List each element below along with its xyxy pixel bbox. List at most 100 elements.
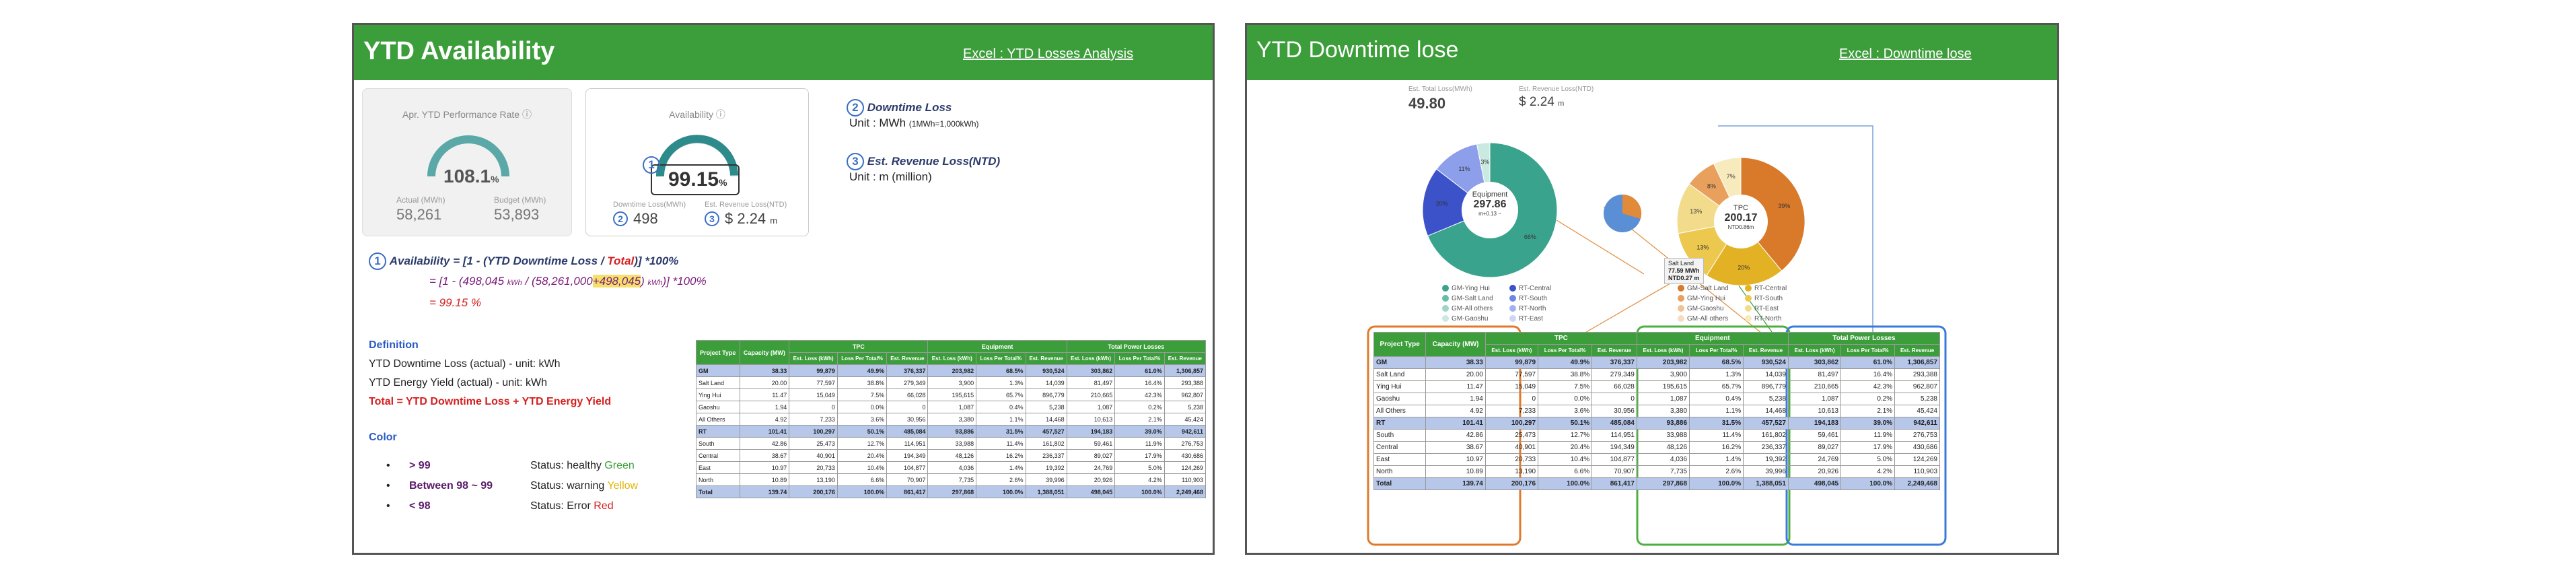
legend-item[interactable]: GM-Ying Hui — [1442, 283, 1509, 294]
donut-center: TPC 200.17 NTD0.86m — [1707, 204, 1775, 230]
table-cell: East — [696, 461, 740, 474]
tooltip-value: 77.59 MWh — [1668, 267, 1700, 274]
table-cell: 20.4% — [1538, 441, 1593, 454]
donut-slice[interactable] — [1706, 221, 1783, 286]
legend-dot-icon — [1745, 305, 1752, 312]
table-cell: 59,461 — [1066, 437, 1116, 450]
slide-title: YTD Availability — [363, 37, 555, 65]
excel-link[interactable]: Excel : Downtime lose — [1839, 46, 1972, 61]
table-cell: 81,497 — [1066, 376, 1116, 389]
table-cell: 1,087 — [927, 401, 977, 413]
legend-item[interactable]: RT-South — [1745, 294, 1812, 304]
color-legend-block: Color • > 99 Status: healthy Green • Between… — [369, 432, 638, 516]
legend-item[interactable]: RT-East — [1509, 314, 1577, 324]
table-cell: 66,028 — [1591, 380, 1637, 393]
table-cell: 2.1% — [1114, 413, 1165, 426]
table-cell: 38.67 — [739, 449, 790, 462]
legend-item[interactable]: GM-Salt Land — [1442, 294, 1509, 304]
col-header: Est. Revenue — [1743, 344, 1789, 357]
table-cell: 236,337 — [1025, 449, 1067, 462]
table-cell: 61.0% — [1840, 356, 1896, 369]
col-header: Loss Per Total% — [836, 352, 888, 365]
color-status: Status: warning — [530, 480, 608, 492]
table-cell: GM — [696, 364, 740, 377]
table-cell: 38.33 — [739, 364, 790, 377]
legend-item[interactable]: RT-Central — [1509, 283, 1577, 294]
table-cell: 5,238 — [1164, 401, 1207, 413]
legend-item[interactable]: RT-Central — [1745, 283, 1812, 294]
legend-item[interactable]: RT-North — [1509, 304, 1577, 314]
legend-dot-icon — [1745, 285, 1752, 292]
legend-label: GM-All others — [1452, 305, 1493, 312]
table-cell: 930,524 — [1025, 364, 1067, 377]
donut-slice[interactable] — [1740, 157, 1805, 271]
table-cell: 13,190 — [1484, 465, 1539, 478]
table-row: Gaoshu 1.94 0 0.0% 0 1,087 0.4% 5,238 1,087 0.2% 5… — [696, 401, 1207, 413]
table-row: South 42.86 25,473 12.7% 114,951 33,988 11.4% 1… — [696, 437, 1207, 450]
table-cell: Central — [696, 449, 740, 462]
legend-item[interactable]: GM-All others — [1442, 304, 1509, 314]
table-cell: 13,190 — [789, 473, 838, 486]
table-cell: 99,879 — [789, 364, 838, 377]
table-cell: 93,886 — [1636, 417, 1690, 430]
table-cell: 89,027 — [1787, 441, 1842, 454]
note-unit-detail: (1MWh=1,000kWh) — [908, 119, 979, 129]
table-cell: 139.74 — [1425, 477, 1486, 490]
formula-line-2: = [1 - (498,045 — [429, 275, 507, 288]
formula-paren: ) — [641, 275, 648, 288]
table-cell: 4,036 — [927, 461, 977, 474]
table-cell: 4.92 — [739, 413, 790, 426]
table-cell: Central — [1373, 441, 1427, 454]
table-cell: 293,388 — [1164, 376, 1207, 389]
legend-item[interactable]: RT-North — [1745, 314, 1812, 324]
table-cell: 38.8% — [836, 376, 888, 389]
table-cell: 2,249,468 — [1164, 485, 1207, 498]
table-cell: 99,879 — [1484, 356, 1539, 369]
slide-ytd-availability: YTD Availability Excel : YTD Losses Anal… — [352, 23, 1215, 555]
table-cell: 10.4% — [836, 461, 888, 474]
legend-item[interactable]: RT-East — [1745, 304, 1812, 314]
note-downtime-loss: 2 Downtime Loss Unit : MWh (1MWh=1,000kW… — [847, 99, 979, 130]
color-rule-1: • > 99 Status: healthy Green — [369, 456, 638, 476]
slice-label: 3% — [1480, 158, 1489, 165]
table-cell: 6.6% — [836, 473, 888, 486]
formula-line-2-end: )] *100% — [662, 275, 707, 288]
legend-item[interactable]: GM-Ying Hui — [1678, 294, 1745, 304]
color-word: Green — [604, 460, 635, 471]
tooltip-label: Salt Land — [1668, 260, 1694, 267]
table-row: Salt Land 20.00 77,597 38.8% 279,349 3,900 1.3… — [696, 376, 1207, 389]
table-cell: 20,926 — [1787, 465, 1842, 478]
group-header: TPC — [789, 340, 929, 353]
donut-center-value: 297.86 — [1473, 199, 1507, 210]
color-rule-3: • < 98 Status: Error Red — [369, 496, 638, 516]
donut-slice[interactable] — [1422, 168, 1491, 236]
table-cell: 10.4% — [1538, 453, 1593, 466]
table-cell: 50.1% — [1538, 417, 1593, 430]
table-cell: 114,951 — [1591, 429, 1637, 442]
donut-center-label: TPC — [1733, 204, 1748, 212]
table-row: Central 38.67 40,901 20.4% 194,349 48,126 16.2… — [696, 449, 1207, 462]
col-header: Loss Per Total% — [1689, 344, 1744, 357]
table-cell: 194,183 — [1787, 417, 1842, 430]
legend-item[interactable]: RT-South — [1509, 294, 1577, 304]
col-header: Loss Per Total% — [976, 352, 1026, 365]
excel-link[interactable]: Excel : YTD Losses Analysis — [963, 46, 1134, 61]
table-cell: 498,045 — [1787, 477, 1842, 490]
legend-item[interactable]: GM-Gaoshu — [1678, 304, 1745, 314]
table-cell: 1,388,051 — [1743, 477, 1789, 490]
table-cell: 10.89 — [1425, 465, 1486, 478]
legend-item[interactable]: GM-All others — [1678, 314, 1745, 324]
table-cell: 2,249,468 — [1894, 477, 1940, 490]
table-cell: 31.5% — [976, 425, 1026, 438]
legend-item[interactable]: GM-Salt Land — [1678, 283, 1745, 294]
table-cell: 3.6% — [1538, 405, 1593, 417]
legend-label: RT-North — [1519, 305, 1546, 312]
formula-loss-highlight: +498,045 — [592, 275, 641, 288]
table-cell: 100.0% — [1840, 477, 1896, 490]
legend-item[interactable]: GM-Gaoshu — [1442, 314, 1509, 324]
formula-unit: kWh — [647, 279, 663, 287]
actual-value: 58,261 — [396, 206, 442, 223]
table-cell: 4.2% — [1840, 465, 1896, 478]
kpi-revenue-loss-value: $ 2.24 — [1519, 95, 1554, 109]
definition-heading: Definition — [369, 339, 419, 351]
